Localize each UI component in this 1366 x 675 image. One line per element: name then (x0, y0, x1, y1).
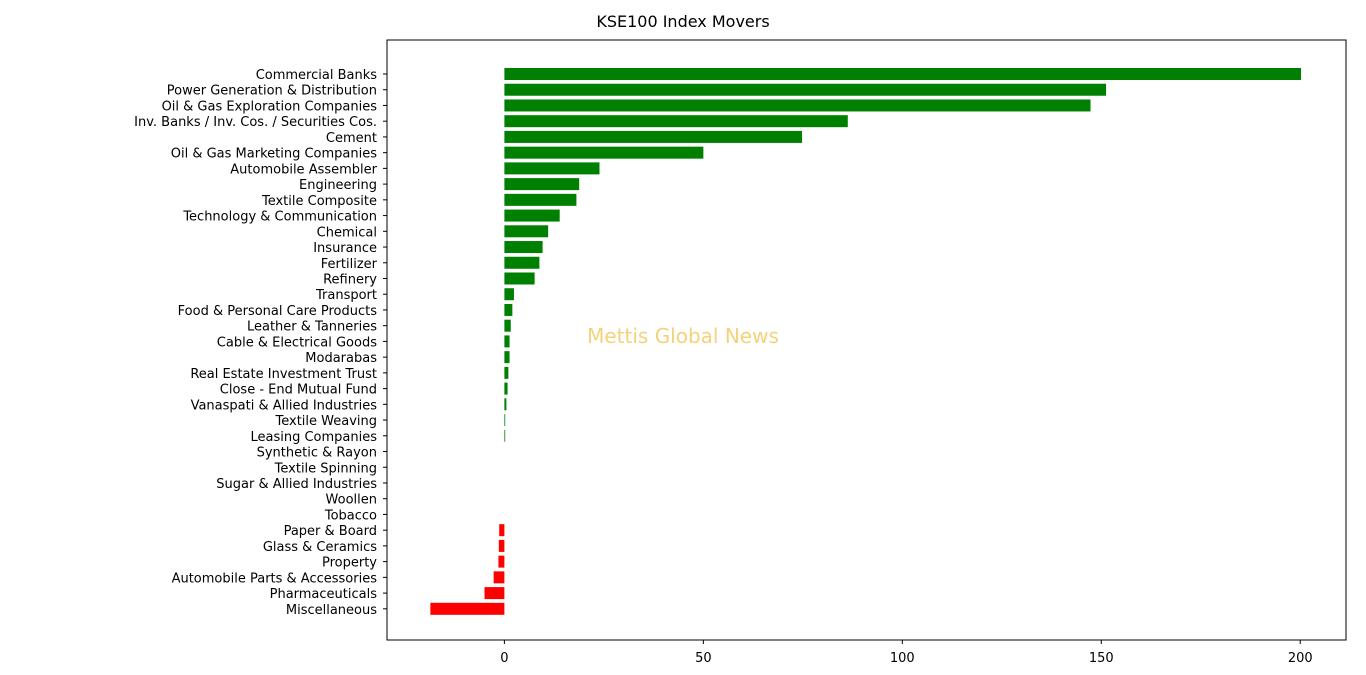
category-label: Sugar & Allied Industries (216, 477, 377, 492)
bar (504, 178, 580, 191)
category-label: Leather & Tanneries (247, 320, 377, 335)
category-label: Inv. Banks / Inv. Cos. / Securities Cos. (134, 115, 377, 130)
bar (504, 68, 1302, 80)
plot-frame (386, 39, 1347, 641)
bar (504, 414, 506, 427)
category-label: Chemical (317, 225, 377, 240)
category-label: Power Generation & Distribution (167, 84, 377, 99)
bar (504, 241, 543, 254)
category-label: Transport (315, 288, 377, 303)
category-label: Tobacco (324, 508, 377, 523)
bar (504, 288, 514, 301)
category-label: Woollen (326, 493, 377, 508)
category-label: Real Estate Investment Trust (190, 367, 377, 382)
x-tick-label: 0 (500, 651, 508, 666)
category-label: Modarabas (305, 351, 377, 366)
category-label: Automobile Assembler (230, 162, 377, 177)
category-label: Oil & Gas Marketing Companies (171, 147, 377, 162)
bar (504, 303, 513, 316)
bar (498, 539, 505, 552)
watermark-text: Mettis Global News (587, 324, 779, 348)
category-label: Vanaspati & Allied Industries (191, 398, 378, 413)
category-label: Oil & Gas Exploration Companies (162, 99, 378, 114)
category-label: Glass & Ceramics (263, 540, 377, 555)
x-axis-ticks: 0 50 100 150 200 (500, 640, 1313, 666)
x-tick-label: 150 (1089, 651, 1114, 666)
category-label: Commercial Banks (256, 68, 378, 83)
category-label: Insurance (313, 241, 377, 256)
category-label: Textile Weaving (275, 414, 378, 429)
category-label: Cement (326, 131, 377, 146)
category-label: Paper & Board (284, 524, 377, 539)
category-label: Refinery (323, 272, 377, 287)
bar (504, 398, 507, 411)
category-label: Leasing Companies (250, 430, 377, 445)
bar (498, 555, 505, 568)
x-tick-label: 50 (695, 651, 712, 666)
bar (504, 256, 540, 269)
category-label: Pharmaceuticals (270, 587, 378, 602)
bar (504, 319, 511, 332)
category-label: Close - End Mutual Fund (220, 383, 377, 398)
bar (430, 602, 505, 615)
category-label: Synthetic & Rayon (257, 446, 377, 461)
category-label: Property (322, 556, 377, 571)
bars-layer (430, 68, 1302, 615)
category-label: Fertilizer (321, 257, 378, 272)
bar (504, 162, 600, 175)
bar (504, 335, 510, 348)
category-label: Miscellaneous (286, 603, 377, 618)
bar (504, 193, 577, 206)
category-label: Cable & Electrical Goods (217, 335, 377, 350)
bar (504, 272, 535, 285)
bar (504, 225, 549, 238)
category-label: Textile Spinning (274, 461, 377, 476)
bar (493, 571, 505, 584)
bar (504, 351, 510, 364)
category-label: Automobile Parts & Accessories (172, 571, 378, 586)
bar (499, 524, 505, 537)
category-label: Technology & Communication (182, 210, 377, 225)
bar (504, 99, 1091, 112)
bar (504, 366, 509, 379)
bar (504, 83, 1107, 96)
bar (484, 587, 505, 600)
bar (504, 209, 560, 222)
category-label: Textile Composite (261, 194, 377, 209)
bar (504, 130, 803, 143)
bar (504, 429, 506, 442)
chart-title: KSE100 Index Movers (596, 12, 769, 31)
bar (504, 382, 508, 395)
bar (504, 115, 848, 128)
category-label: Engineering (299, 178, 377, 193)
bar (504, 146, 704, 159)
category-label: Food & Personal Care Products (178, 304, 378, 319)
x-tick-label: 200 (1288, 651, 1313, 666)
x-tick-label: 100 (890, 651, 915, 666)
